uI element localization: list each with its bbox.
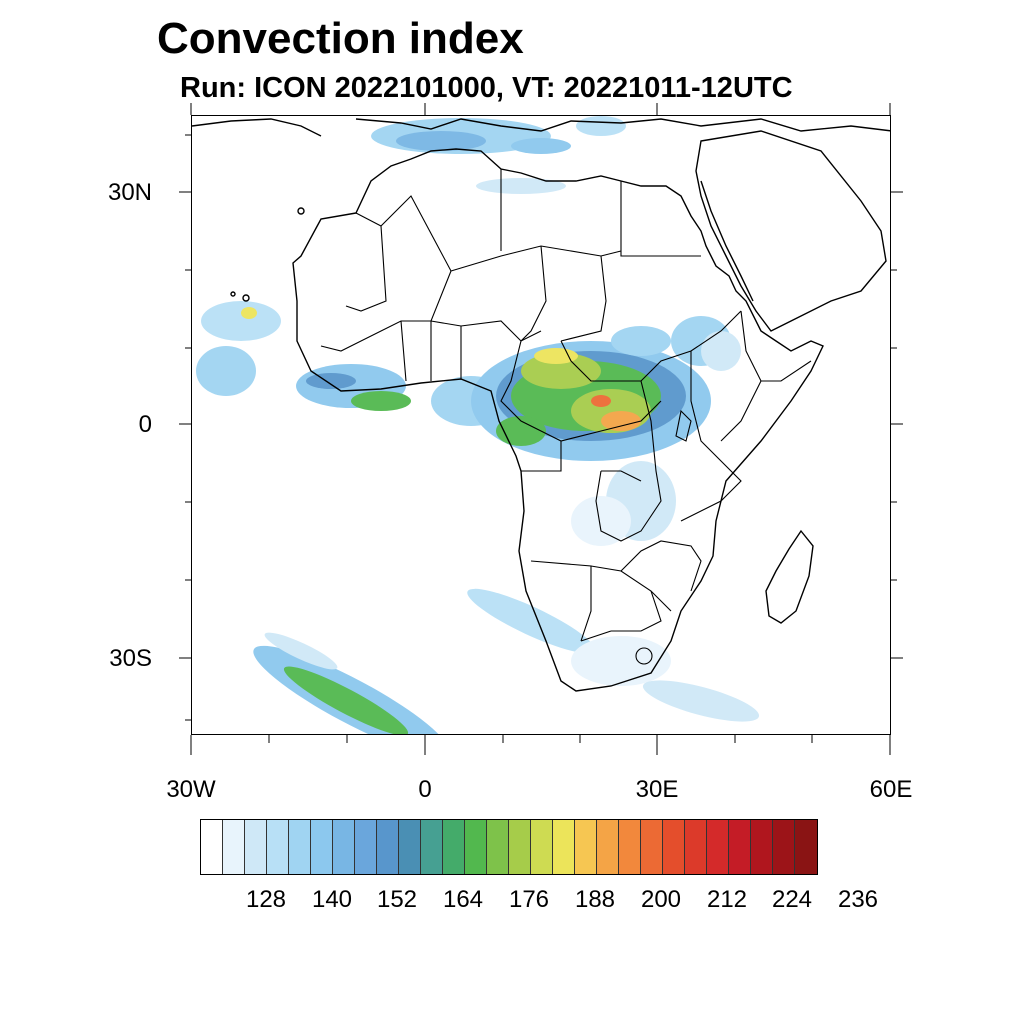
- colorbar-swatch: [355, 820, 377, 874]
- colorbar-label-212: 212: [706, 886, 748, 913]
- colorbar-swatch: [729, 820, 751, 874]
- colorbar-label-128: 128: [245, 886, 287, 913]
- colorbar-swatch: [619, 820, 641, 874]
- lat-label-30n: 30N: [107, 179, 152, 206]
- colorbar-swatch: [377, 820, 399, 874]
- colorbar-label-152: 152: [376, 886, 418, 913]
- colorbar-swatch: [663, 820, 685, 874]
- africa-map: [192, 116, 890, 734]
- colorbar-label-176: 176: [508, 886, 550, 913]
- colorbar-swatch: [421, 820, 443, 874]
- colorbar-swatch: [575, 820, 597, 874]
- map-panel: [191, 115, 891, 735]
- chart-subtitle: Run: ICON 2022101000, VT: 20221011-12UTC: [180, 72, 793, 104]
- colorbar-swatch: [487, 820, 509, 874]
- country-borders: [320, 169, 812, 665]
- lat-label-0: 0: [138, 411, 152, 438]
- colorbar-swatch: [553, 820, 575, 874]
- convection-shading: [196, 116, 760, 734]
- colorbar-label-236: 236: [837, 886, 879, 913]
- colorbar-swatch: [333, 820, 355, 874]
- colorbar-swatch: [289, 820, 311, 874]
- colorbar-label-188: 188: [574, 886, 616, 913]
- colorbar-swatch: [795, 820, 817, 874]
- colorbar: [200, 819, 818, 875]
- colorbar-label-164: 164: [442, 886, 484, 913]
- colorbar-swatch: [465, 820, 487, 874]
- chart-title: Convection index: [157, 14, 524, 63]
- colorbar-swatch: [267, 820, 289, 874]
- colorbar-swatch: [223, 820, 245, 874]
- lon-label-0: 0: [418, 776, 432, 803]
- colorbar-swatch: [641, 820, 663, 874]
- lon-label-30w: 30W: [166, 776, 216, 803]
- lon-label-60e: 60E: [869, 776, 913, 803]
- colorbar-swatch: [773, 820, 795, 874]
- colorbar-swatch: [311, 820, 333, 874]
- colorbar-label-224: 224: [771, 886, 813, 913]
- lon-label-30e: 30E: [635, 776, 679, 803]
- colorbar-swatch: [531, 820, 553, 874]
- colorbar-swatch: [751, 820, 773, 874]
- colorbar-swatch: [245, 820, 267, 874]
- colorbar-label-140: 140: [311, 886, 353, 913]
- colorbar-swatch: [707, 820, 729, 874]
- colorbar-swatch: [399, 820, 421, 874]
- lat-label-30s: 30S: [109, 645, 152, 672]
- colorbar-swatch: [201, 820, 223, 874]
- colorbar-swatch: [443, 820, 465, 874]
- colorbar-label-200: 200: [640, 886, 682, 913]
- colorbar-swatch: [597, 820, 619, 874]
- colorbar-swatch: [509, 820, 531, 874]
- colorbar-swatch: [685, 820, 707, 874]
- coastline: [192, 118, 890, 692]
